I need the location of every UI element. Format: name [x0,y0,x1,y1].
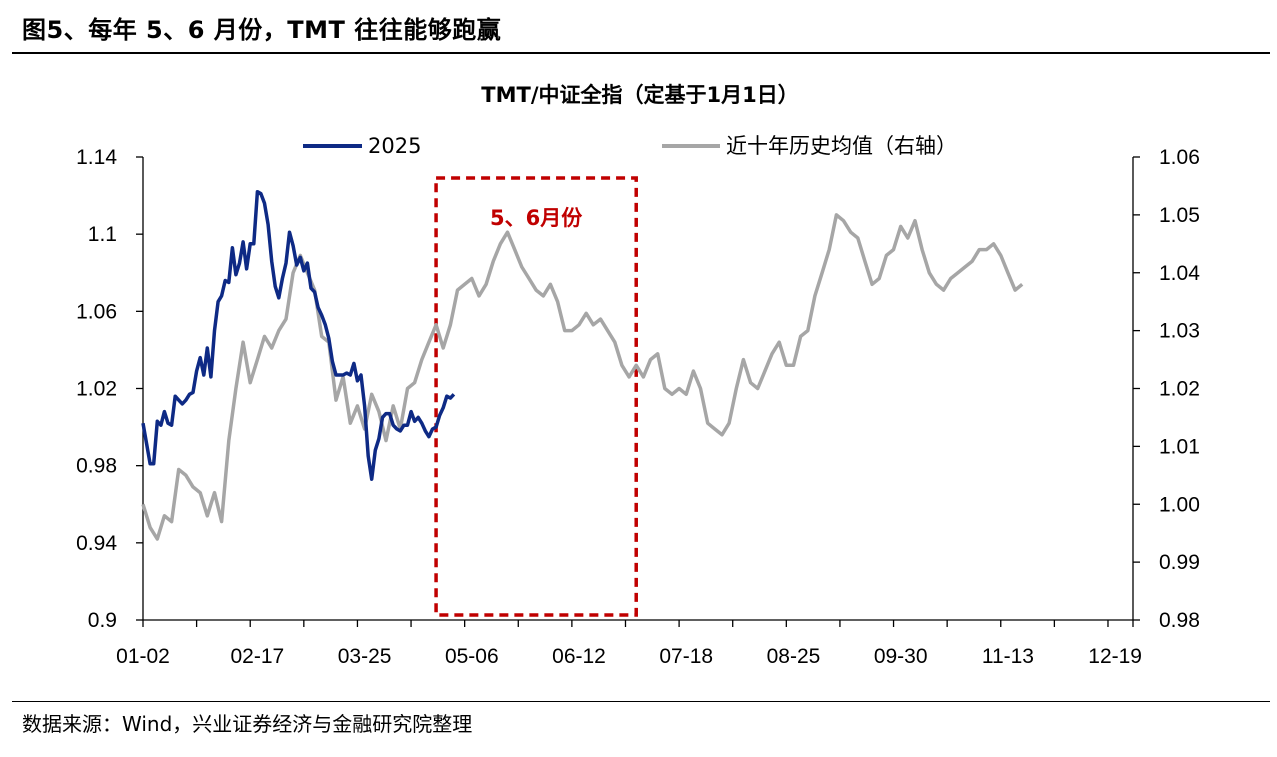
x-tick-label: 07-18 [659,645,713,668]
top-rule [12,52,1270,54]
x-tick-label: 01-02 [116,645,170,668]
left-y-axis: 0.9 0.94 0.98 1.02 1.06 1.1 1.14 [76,146,144,632]
line-chart: TMT/中证全指（定基于1月1日） 0.9 0.94 0.98 1.02 1.06 1.1… [76,83,1200,668]
x-tick-label: 06-12 [552,645,606,668]
right-tick-label: 1.05 [1159,204,1200,227]
left-tick-label: 0.9 [88,609,117,632]
legend: 2025 近十年历史均值（右轴） [303,134,957,158]
bottom-rule [12,701,1270,702]
right-y-axis: 0.98 0.99 1.00 1.01 1.02 1.03 1.04 1.05 1.06 [1132,146,1200,632]
x-tick-label: 05-06 [445,645,499,668]
source-note: 数据来源：Wind，兴业证券经济与金融研究院整理 [22,712,473,736]
left-tick-label: 0.94 [76,532,117,555]
right-tick-label: 0.98 [1159,609,1200,632]
legend-label-2025: 2025 [368,134,421,158]
chart-title: TMT/中证全指（定基于1月1日） [481,83,798,107]
right-tick-label: 1.00 [1159,493,1200,516]
right-tick-label: 1.04 [1159,262,1200,285]
x-tick-label: 03-25 [338,645,392,668]
left-tick-label: 1.1 [88,223,117,246]
left-tick-label: 1.02 [76,378,117,401]
may-june-highlight-box [434,176,638,617]
right-tick-label: 0.99 [1159,551,1200,574]
left-tick-label: 1.06 [76,300,117,323]
right-tick-label: 1.02 [1159,378,1200,401]
left-tick-label: 1.14 [76,146,117,169]
legend-label-historical-average: 近十年历史均值（右轴） [726,134,957,158]
right-tick-label: 1.03 [1159,320,1200,343]
x-tick-label: 08-25 [767,645,821,668]
may-june-label: 5、6月份 [490,206,583,230]
series-line-2025 [141,189,456,481]
figure-title: 图5、每年 5、6 月份，TMT 往往能够跑赢 [22,16,502,44]
x-axis: 01-02 02-17 03-25 05-06 06-12 07-18 08-25 09-30… [116,619,1142,668]
series-line-historical-average [141,213,1024,541]
x-tick-label: 02-17 [231,645,285,668]
x-tick-label: 12-19 [1088,645,1142,668]
x-tick-label: 11-13 [982,645,1034,668]
right-tick-label: 1.01 [1159,435,1200,458]
x-tick-label: 09-30 [874,645,928,668]
left-tick-label: 0.98 [76,455,117,478]
right-tick-label: 1.06 [1159,146,1200,169]
